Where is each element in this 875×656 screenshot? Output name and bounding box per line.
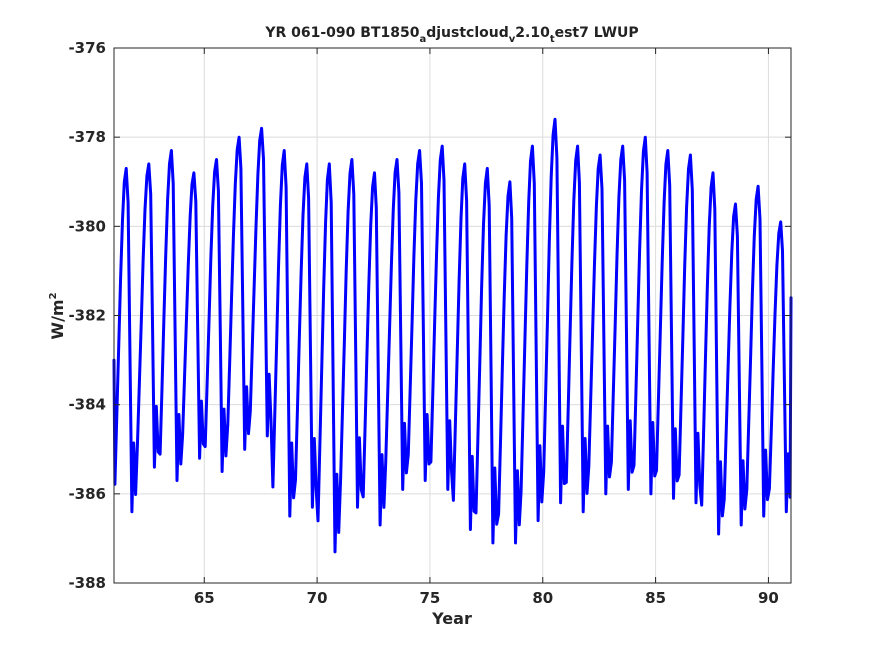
x-tick-label: 80: [532, 589, 553, 607]
y-tick-label: -382: [68, 307, 106, 325]
y-tick-label: -378: [68, 128, 106, 146]
title-part-6: est7 LWUP: [555, 25, 639, 41]
axes: 65 70 75 80 85 90 -388 -386 -384 -382 -380 -378 -376: [68, 39, 791, 607]
y-tick-label: -388: [68, 574, 106, 592]
series-line: [112, 117, 793, 554]
title-part-5: t: [550, 34, 555, 45]
x-tick-label: 70: [307, 589, 328, 607]
y-tick-label: -386: [68, 485, 106, 503]
y-axis-label-sup: 2: [48, 292, 59, 299]
x-tick-label: 75: [419, 589, 440, 607]
title-part-4: 2.10: [515, 25, 550, 41]
y-axis-label: W/m2: [48, 292, 67, 339]
title-part-0: YR 061-090 BT1850: [264, 25, 419, 41]
title-part-3: v: [509, 34, 516, 45]
chart-title: YR 061-090 BT1850adjustcloudv2.10test7 L…: [264, 25, 638, 45]
y-axis-label-base: W/m: [48, 299, 67, 339]
x-tick-label: 85: [645, 589, 666, 607]
x-axis-label: Year: [431, 609, 472, 628]
y-tick-label: -380: [68, 217, 106, 235]
title-part-2: djustcloud: [426, 25, 509, 41]
y-tick-label: -384: [68, 396, 106, 414]
x-tick-label: 65: [194, 589, 215, 607]
title-part-1: a: [419, 34, 426, 45]
y-tick-label: -376: [68, 39, 106, 57]
series-group: [112, 117, 793, 554]
x-tick-label: 90: [758, 589, 779, 607]
grid: [114, 47, 791, 584]
